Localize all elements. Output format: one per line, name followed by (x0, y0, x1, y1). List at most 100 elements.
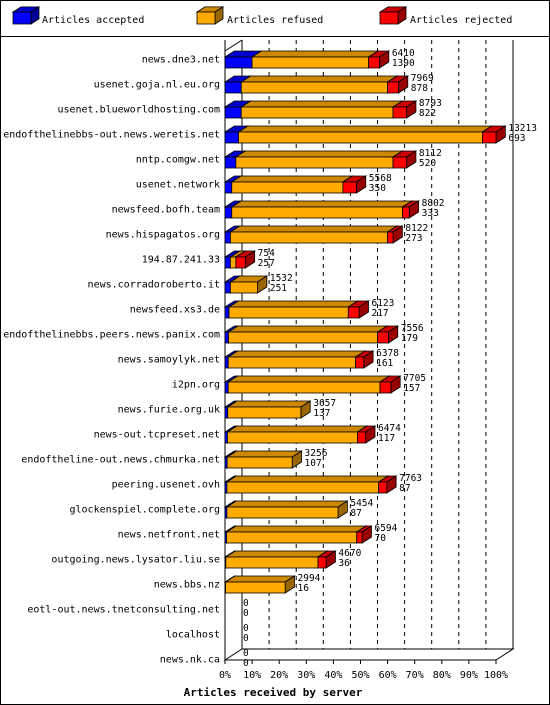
legend-label-refused: Articles refused (227, 15, 323, 26)
bar-accepted-front (224, 281, 231, 294)
server-label: news.hispagatos.org (106, 230, 220, 241)
bar-refused (229, 225, 399, 244)
bar-accepted-front (224, 156, 237, 169)
bar-refused (225, 500, 349, 519)
legend-swatch-accepted (11, 6, 41, 25)
bar-rejected-front (368, 56, 380, 69)
x-tick-label-1: 10% (243, 670, 261, 681)
value-label-received: 8112 (419, 148, 442, 159)
value-label-received: 6474 (378, 423, 401, 434)
value-label-received: 0 (243, 648, 249, 659)
bar-refused (237, 125, 494, 144)
bar-refused-front (226, 506, 339, 519)
bar-refused-front (226, 456, 293, 469)
value-label-received: 1532 (270, 273, 293, 284)
value-label-received: 8122 (405, 223, 428, 234)
server-label: news.corradoroberto.it (88, 280, 220, 291)
bar-rejected-front (392, 156, 407, 169)
bar-refused-front (227, 406, 302, 419)
bar-rejected (386, 75, 410, 94)
x-tick-label-10: 100% (484, 670, 508, 681)
bar-refused (239, 100, 404, 119)
bar-rejected (341, 175, 368, 194)
bar-accepted-front (224, 406, 229, 419)
bar-refused (225, 525, 368, 544)
value-label-accepted: 16 (298, 583, 310, 594)
legend-label-rejected: Articles rejected (410, 15, 512, 26)
server-label: usenet.network (136, 180, 220, 191)
x-tick-label-4: 40% (324, 670, 342, 681)
bar-refused-top (227, 325, 389, 333)
bar-refused-front (225, 556, 319, 569)
bar-rejected-front (342, 181, 357, 194)
bar-rejected (377, 475, 398, 494)
legend-swatch-rejected (378, 6, 408, 25)
bar-refused (226, 400, 312, 419)
bar-accepted-front (224, 81, 242, 94)
value-label-received: 5454 (350, 498, 373, 509)
bar-rejected-front (387, 231, 394, 244)
server-label: endofthelinebbs.peers.news.panix.com (3, 330, 220, 341)
legend: Articles accepted Articles refused Artic… (11, 6, 512, 26)
server-label: outgoing.news.lysator.liu.se (51, 555, 220, 566)
bar-refused-top (239, 75, 399, 83)
value-label-received: 7705 (403, 373, 426, 384)
value-label-received: 7969 (411, 73, 434, 84)
bar-refused-front (235, 156, 394, 169)
bar-refused-front (240, 81, 388, 94)
value-label-accepted: 179 (401, 333, 418, 344)
server-label: news-out.tcpreset.net (94, 430, 220, 441)
bar-accepted-front (224, 331, 229, 344)
legend-swatch-box-2 (378, 6, 408, 25)
server-label: i2pn.org (172, 380, 220, 391)
legend-item-refused: Articles refused (195, 6, 323, 26)
bar-refused-top (230, 200, 414, 208)
bar-refused-top (226, 425, 369, 433)
value-label-accepted: 70 (374, 533, 386, 544)
x-tick-label-7: 70% (406, 670, 424, 681)
server-label: glockenspiel.complete.org (69, 505, 220, 516)
bar-rejected (316, 550, 337, 569)
bar-refused (225, 475, 390, 494)
value-label-received: 0 (243, 598, 249, 609)
bar-refused-top (227, 300, 360, 308)
value-label-accepted: 333 (422, 208, 439, 219)
bar-rejected-front (235, 256, 246, 269)
value-label-accepted: 0 (243, 633, 249, 644)
bar-refused-top (226, 350, 367, 358)
bar-accepted-front (224, 131, 239, 144)
x-tick-label-3: 30% (297, 670, 315, 681)
bar-refused-top (230, 175, 354, 183)
bar-refused-front (251, 56, 370, 69)
value-label-accepted: 0 (243, 608, 249, 619)
bar-refused-top (225, 525, 368, 533)
bar-refused (239, 75, 399, 94)
value-label-received: 4670 (338, 548, 361, 559)
value-label-accepted: 117 (378, 433, 395, 444)
value-label-accepted: 87 (350, 508, 361, 519)
legend-swatch-box-1-front (196, 11, 216, 25)
server-label: localhost (166, 630, 220, 641)
y-axis-top-edge (224, 39, 243, 52)
bar-rejected (378, 375, 402, 394)
bar-rejected-front (378, 481, 388, 494)
bar-refused (234, 150, 404, 169)
server-label: news.dne3.net (142, 55, 220, 66)
x-tick-label-6: 60% (379, 670, 397, 681)
bar-refused-front (228, 306, 349, 319)
legend-swatch-box-1 (195, 6, 225, 25)
bar-accepted-front (224, 206, 233, 219)
server-label: 194.87.241.33 (142, 255, 220, 266)
bar-refused-front (227, 431, 358, 444)
value-label-received: 6410 (392, 48, 415, 59)
bar-refused-front (230, 256, 237, 269)
bar-refused-front (227, 356, 357, 369)
value-label-received: 3657 (313, 398, 336, 409)
server-label: endoftheline-out.news.chmurka.net (21, 455, 220, 466)
value-label-received: 8802 (422, 198, 445, 209)
server-label: newsfeed.bofh.team (112, 205, 220, 216)
bar-refused (227, 325, 389, 344)
bar-accepted-front (224, 356, 229, 369)
server-label: newsfeed.xs3.de (130, 305, 220, 316)
